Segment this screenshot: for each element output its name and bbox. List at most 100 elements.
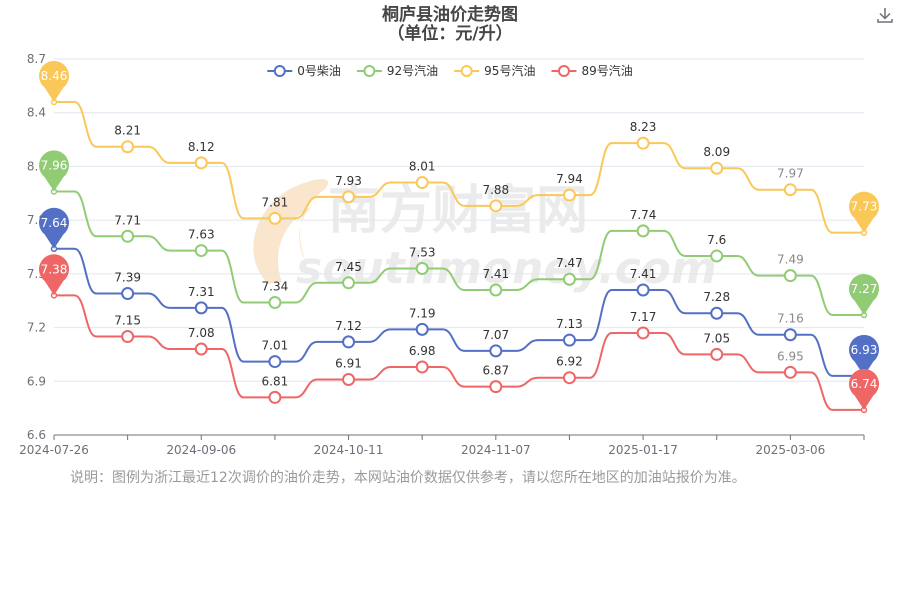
series-1 (50, 188, 868, 319)
data-point (415, 322, 429, 336)
data-point (268, 296, 282, 310)
pin-label: 7.64 (41, 216, 68, 230)
x-tick-label: 2024-11-07 (461, 443, 531, 457)
data-point (783, 365, 797, 379)
data-label: 7.81 (262, 195, 289, 209)
data-point (121, 287, 135, 301)
x-tick-label: 2024-09-06 (166, 443, 236, 457)
data-label: 7.47 (556, 256, 583, 270)
series (50, 98, 868, 414)
data-label: 7.31 (188, 285, 215, 299)
legend-item-0[interactable]: 0号柴油 (267, 64, 341, 78)
legend-marker (363, 65, 376, 77)
data-label: 8.21 (114, 124, 141, 138)
pin-marker (849, 273, 880, 316)
data-point (710, 306, 724, 320)
legend-item-2[interactable]: 95号汽油 (454, 63, 535, 78)
data-label: 7.41 (482, 267, 509, 281)
data-point (562, 333, 576, 347)
data-label: 7.01 (262, 339, 289, 353)
y-tick-label: 8.4 (27, 106, 46, 120)
data-label: 8.09 (703, 145, 730, 159)
y-tick-label: 6.9 (27, 374, 46, 388)
data-point (489, 199, 503, 213)
legend-item-3[interactable]: 89号汽油 (551, 63, 633, 78)
data-label: 7.13 (556, 317, 583, 331)
legend-item-1[interactable]: 92号汽油 (356, 63, 438, 78)
data-point (783, 269, 797, 283)
data-point (415, 360, 429, 374)
pin-marker (849, 191, 880, 233)
watermark-flame-logo (253, 179, 329, 284)
legend-label: 95号汽油 (484, 63, 535, 78)
data-point (268, 355, 282, 369)
chart-subtitle: （单位：元/升） (387, 23, 512, 44)
data-point (562, 188, 576, 202)
data-label: 7.15 (114, 314, 141, 328)
data-point (710, 347, 724, 361)
y-tick-label: 6.6 (27, 428, 46, 442)
data-point (194, 156, 208, 170)
data-label: 7.41 (630, 267, 657, 281)
legend-marker (460, 65, 473, 77)
pin-label: 7.96 (41, 158, 68, 172)
data-point (562, 371, 576, 385)
series-0 (50, 245, 868, 380)
data-point (342, 190, 356, 204)
data-label: 7.34 (262, 280, 289, 294)
pin-label: 7.73 (851, 200, 878, 214)
data-label: 8.23 (630, 120, 657, 134)
x-tick-label: 2024-07-26 (19, 443, 89, 457)
data-label: 7.28 (703, 290, 730, 304)
data-label: 6.92 (556, 355, 583, 369)
data-label: 7.05 (703, 331, 730, 345)
data-point (121, 140, 135, 154)
legend[interactable]: 0号柴油 92号汽油 95号汽油 89号汽油 (267, 63, 633, 78)
data-point (121, 330, 135, 344)
y-tick-label: 7.2 (27, 321, 46, 335)
download-icon (877, 8, 893, 23)
data-label: 7.93 (335, 174, 362, 188)
data-label: 7.08 (188, 326, 215, 340)
data-point (489, 344, 503, 358)
watermark-line1: 南方财富网 (328, 181, 588, 241)
data-label: 7.12 (335, 319, 362, 333)
x-tick-label: 2025-01-17 (608, 443, 678, 457)
data-label: 7.53 (409, 245, 436, 259)
x-tick-label: 2025-03-06 (755, 443, 825, 457)
data-label: 7.16 (777, 312, 804, 326)
data-label: 8.12 (188, 140, 215, 154)
download-button[interactable] (874, 4, 896, 26)
data-label: 7.19 (409, 306, 436, 320)
pin-label: 6.93 (851, 343, 878, 357)
chart-title: 桐庐县油价走势图 (382, 4, 518, 25)
data-point (342, 372, 356, 386)
legend-marker (557, 65, 570, 77)
data-label: 7.88 (482, 183, 509, 197)
data-point (268, 390, 282, 404)
series-3 (50, 292, 868, 414)
data-point (636, 283, 650, 297)
data-label: 6.98 (409, 344, 436, 358)
data-label: 6.81 (262, 374, 289, 388)
legend-label: 0号柴油 (297, 64, 341, 78)
data-point (415, 176, 429, 190)
pin-label: 8.46 (41, 69, 68, 83)
pin-label: 7.27 (851, 282, 878, 296)
data-label: 7.74 (630, 208, 657, 222)
pin-marker (849, 334, 880, 376)
grid (54, 58, 864, 382)
data-label: 6.95 (777, 349, 804, 363)
series-2 (50, 98, 868, 236)
data-label: 6.87 (482, 364, 509, 378)
data-label: 7.39 (114, 271, 141, 285)
series-line (54, 294, 864, 411)
data-point (489, 283, 503, 297)
data-labels: 7.39 7.31 7.01 7.12 7.19 7.07 7.13 7.41 7.28 7.16… (114, 120, 803, 388)
data-point (783, 328, 797, 342)
data-label: 7.97 (777, 167, 804, 181)
pin-marker (39, 60, 70, 102)
data-point (710, 161, 724, 175)
data-label: 6.91 (335, 356, 362, 370)
legend-label: 89号汽油 (581, 63, 632, 78)
